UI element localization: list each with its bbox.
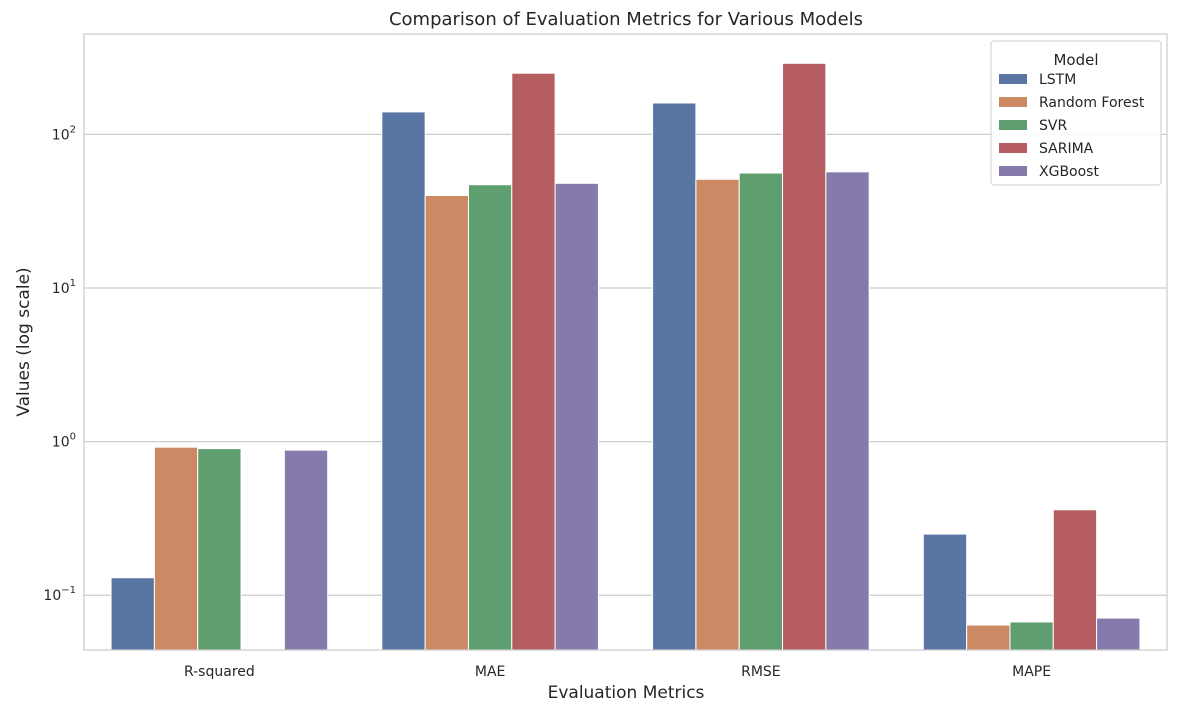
y-tick-exponent: 2: [70, 124, 76, 135]
legend-swatch: [999, 143, 1027, 153]
grid-layer: [84, 133, 1167, 596]
bar-random-forest-r-squared: [153, 446, 199, 651]
x-tick-label: R-squared: [184, 664, 255, 680]
bar-lstm-rmse: [652, 102, 697, 651]
y-tick-label: 10−1: [43, 585, 76, 604]
legend-swatch: [999, 166, 1027, 176]
x-tick-label: RMSE: [741, 664, 781, 680]
y-tick-base: 10: [43, 588, 61, 604]
bar-sarima-rmse: [782, 62, 827, 651]
y-tick-base: 10: [52, 281, 70, 297]
legend-label: LSTM: [1039, 72, 1076, 88]
bar-random-forest-mae: [424, 194, 469, 651]
bar-random-forest-mape: [966, 624, 1011, 651]
legend-swatch: [999, 74, 1027, 84]
y-tick-label: 102: [52, 124, 76, 143]
legend-swatch: [999, 120, 1027, 130]
bar-xgboost-mape: [1096, 617, 1141, 651]
legend-items: LSTM Random Forest SVR SARIMA XGBoost: [999, 72, 1145, 180]
bar-xgboost-mae: [554, 182, 599, 651]
legend-label: SARIMA: [1039, 141, 1094, 157]
chart-title: Comparison of Evaluation Metrics for Var…: [389, 9, 863, 30]
bar-svr-mape: [1009, 621, 1054, 651]
bar-random-forest-rmse: [695, 178, 740, 651]
bar-sarima-mape: [1052, 509, 1098, 651]
bar-svr-rmse: [738, 172, 784, 651]
bar-layer: [110, 62, 1141, 651]
bar-xgboost-rmse: [825, 171, 870, 651]
y-tick-exponent: −1: [61, 585, 76, 596]
legend-title: Model: [1053, 51, 1098, 69]
y-axis-label: Values (log scale): [14, 267, 34, 416]
x-axis-label: Evaluation Metrics: [548, 683, 705, 703]
bar-lstm-mae: [381, 111, 426, 651]
y-tick-label: 100: [52, 432, 76, 451]
bar-svr-r-squared: [197, 448, 242, 651]
x-tick-label: MAE: [475, 664, 506, 680]
legend-label: Random Forest: [1039, 95, 1145, 111]
bar-sarima-mae: [511, 72, 556, 651]
bar-xgboost-r-squared: [283, 449, 329, 651]
y-tick-exponent: 0: [70, 432, 76, 443]
plot-frame: [83, 33, 1168, 651]
bar-lstm-r-squared: [110, 577, 155, 651]
x-tick-layer: R-squared MAE RMSE MAPE: [184, 664, 1051, 680]
y-tick-base: 10: [52, 435, 70, 451]
y-tick-base: 10: [52, 127, 70, 143]
legend-label: XGBoost: [1039, 164, 1099, 180]
bar-svr-mae: [467, 184, 513, 651]
y-tick-exponent: 1: [70, 278, 76, 289]
legend-box: [990, 40, 1162, 186]
legend: Model LSTM Random Forest SVR SARIMA XGBoost: [990, 40, 1162, 186]
bar-lstm-mape: [922, 533, 968, 651]
y-tick-label: 101: [52, 278, 76, 297]
legend-swatch: [999, 97, 1027, 107]
x-tick-label: MAPE: [1012, 664, 1051, 680]
legend-label: SVR: [1039, 118, 1067, 134]
